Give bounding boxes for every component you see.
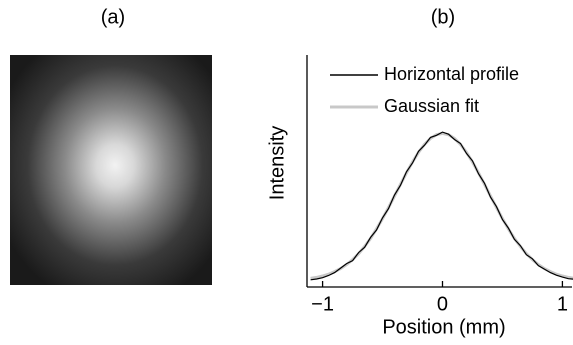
y-axis-label: Intensity [266, 126, 288, 200]
legend-label: Gaussian fit [384, 96, 479, 116]
legend-label: Horizontal profile [384, 64, 519, 84]
data-line [311, 133, 573, 278]
panel-label: (a) [101, 6, 125, 28]
chart-title: (b) [431, 6, 455, 28]
data-line [311, 132, 573, 280]
figure: (a) (b) Position (mm) Intensity −1 0 1 Hori… [0, 0, 573, 345]
x-axis-label: Position (mm) [382, 316, 505, 338]
x-tick-label: −1 [311, 293, 334, 315]
page: {"panel_a": {"label": "(a)"}, "chart_dat… [0, 0, 573, 345]
x-tick-label: 0 [437, 293, 448, 315]
beam-image [10, 55, 212, 285]
x-tick-label: 1 [557, 293, 568, 315]
